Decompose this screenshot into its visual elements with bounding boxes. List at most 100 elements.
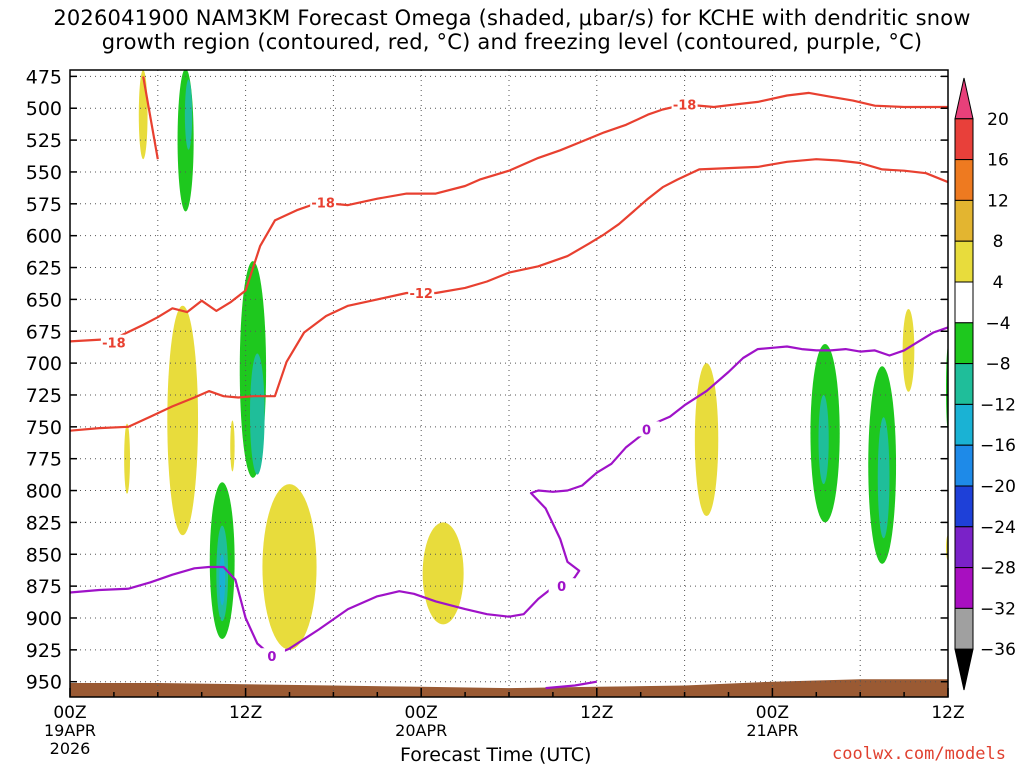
contour-label-2: -18 bbox=[673, 98, 697, 113]
colorbar-label-6: −8 bbox=[985, 355, 1010, 375]
colorbar-swatch-12 bbox=[954, 567, 974, 609]
colorbar-label-10: −24 bbox=[980, 518, 1016, 538]
colorbar-label-9: −20 bbox=[980, 477, 1016, 497]
colorbar-label-8: −16 bbox=[980, 436, 1016, 456]
x-date-label-0: 19APR bbox=[44, 721, 96, 740]
colorbar-swatch-1 bbox=[954, 118, 974, 161]
x-tick-label-1: 12Z bbox=[229, 703, 262, 723]
site-credit[interactable]: coolwx.com/models bbox=[832, 744, 1006, 764]
contour-label-bg-4 bbox=[258, 648, 285, 664]
colorbar-swatch-9 bbox=[954, 444, 974, 487]
y-tick-label-900: 900 bbox=[26, 608, 62, 630]
contour-label-0: -18 bbox=[102, 337, 126, 352]
contour-line-2 bbox=[70, 158, 948, 432]
x-axis-label: Forecast Time (UTC) bbox=[400, 744, 592, 766]
contour-label-bg-5 bbox=[548, 578, 575, 594]
x-tick-label-5: 12Z bbox=[931, 703, 964, 723]
y-tick-label-775: 775 bbox=[26, 449, 62, 471]
omega-blob-14 bbox=[124, 423, 130, 494]
omega-blob-16 bbox=[262, 484, 317, 650]
contour-label-bg-2 bbox=[671, 96, 698, 112]
omega-blob-12 bbox=[138, 70, 148, 160]
y-tick-label-675: 675 bbox=[26, 321, 62, 343]
title-line-2: growth region (contoured, red, °C) and f… bbox=[101, 30, 923, 54]
colorbar-swatch-2 bbox=[954, 159, 974, 201]
colorbar-swatch-8 bbox=[954, 403, 974, 446]
y-tick-label-800: 800 bbox=[26, 481, 62, 503]
y-tick-label-575: 575 bbox=[26, 194, 62, 216]
contour-label-1: -18 bbox=[311, 197, 335, 212]
colorbar-swatch-11 bbox=[954, 526, 974, 569]
y-tick-label-650: 650 bbox=[26, 289, 62, 311]
chart-title: 2026041900 NAM3KM Forecast Omega (shaded… bbox=[0, 6, 1024, 54]
y-tick-label-500: 500 bbox=[26, 98, 62, 120]
colorbar-swatch-3 bbox=[954, 199, 974, 242]
colorbar-swatch-5 bbox=[954, 281, 974, 324]
colorbar-label-3: 8 bbox=[993, 232, 1004, 252]
colorbar-swatch-13 bbox=[954, 607, 974, 650]
contour-label-bg-0 bbox=[100, 334, 127, 350]
y-tick-label-825: 825 bbox=[26, 512, 62, 534]
y-tick-label-475: 475 bbox=[26, 66, 62, 88]
colorbar-swatch-6 bbox=[954, 322, 974, 365]
y-tick-label-625: 625 bbox=[26, 258, 62, 280]
x-tick-label-4: 00Z bbox=[756, 703, 789, 723]
y-tick-label-525: 525 bbox=[26, 130, 62, 152]
x-tick-label-0: 00Z bbox=[53, 703, 86, 723]
contour-label-3: -12 bbox=[409, 287, 433, 302]
colorbar-label-1: 16 bbox=[987, 151, 1009, 171]
y-tick-label-600: 600 bbox=[26, 226, 62, 248]
omega-shading bbox=[124, 70, 948, 650]
contour-line-1 bbox=[70, 91, 948, 343]
colorbar-swatch-0 bbox=[954, 77, 974, 120]
colorbar-swatch-7 bbox=[954, 363, 974, 405]
omega-blob-8 bbox=[818, 394, 829, 485]
colorbar-swatch-10 bbox=[954, 485, 974, 528]
contour-label-5: 0 bbox=[557, 580, 566, 595]
contour-label-bg-6 bbox=[633, 421, 660, 437]
colorbar: 20 16 12 8 4 −4 −8 −12 −16 −20 −24 −28 −32 −36 bbox=[954, 77, 1016, 691]
contour-line-4 bbox=[545, 680, 597, 690]
contour-label-bg-1 bbox=[310, 194, 337, 210]
contour-lines: -18 -18 -18 -12 0 0 0 bbox=[70, 76, 948, 690]
title-line-1: 2026041900 NAM3KM Forecast Omega (shaded… bbox=[53, 6, 971, 30]
colorbar-label-13: −36 bbox=[980, 640, 1016, 660]
omega-blob-1 bbox=[184, 79, 193, 150]
contour-label-bg-3 bbox=[408, 285, 435, 301]
colorbar-label-2: 12 bbox=[987, 191, 1009, 211]
y-tick-label-725: 725 bbox=[26, 385, 62, 407]
omega-blob-19 bbox=[902, 308, 915, 392]
omega-blob-3 bbox=[249, 353, 265, 475]
x-date-label-4: 21APR bbox=[746, 721, 798, 740]
colorbar-label-11: −28 bbox=[980, 559, 1016, 579]
colorbar-label-4: 4 bbox=[993, 273, 1004, 293]
x-date-label-2: 20APR bbox=[395, 721, 447, 740]
y-tick-label-925: 925 bbox=[26, 640, 62, 662]
y-tick-label-850: 850 bbox=[26, 544, 62, 566]
y-tick-label-750: 750 bbox=[26, 417, 62, 439]
colorbar-label-0: 20 bbox=[987, 110, 1009, 130]
contour-line-3 bbox=[70, 326, 948, 658]
x-year-label-0: 2026 bbox=[50, 739, 91, 758]
contour-label-6: 0 bbox=[642, 423, 651, 438]
omega-blob-10 bbox=[877, 417, 890, 539]
colorbar-swatch-4 bbox=[954, 240, 974, 283]
contour-line-0 bbox=[142, 76, 159, 160]
omega-blob-17 bbox=[422, 522, 464, 625]
colorbar-label-7: −12 bbox=[980, 395, 1016, 415]
y-tick-label-550: 550 bbox=[26, 162, 62, 184]
y-tick-label-875: 875 bbox=[26, 576, 62, 598]
contour-label-4: 0 bbox=[267, 650, 276, 665]
omega-blob-15 bbox=[230, 420, 235, 472]
y-tick-label-700: 700 bbox=[26, 353, 62, 375]
omega-blob-13 bbox=[167, 305, 199, 536]
omega-blob-18 bbox=[694, 363, 719, 517]
colorbar-label-12: −32 bbox=[980, 599, 1016, 619]
y-tick-label-950: 950 bbox=[26, 672, 62, 694]
x-tick-label-3: 12Z bbox=[580, 703, 613, 723]
x-tick-label-2: 00Z bbox=[405, 703, 438, 723]
colorbar-label-5: −4 bbox=[985, 314, 1010, 334]
axes: 475 500 525 550 575 600 625 650 675 700 725 750 775 8… bbox=[26, 66, 965, 758]
omega-blob-6 bbox=[219, 554, 226, 606]
